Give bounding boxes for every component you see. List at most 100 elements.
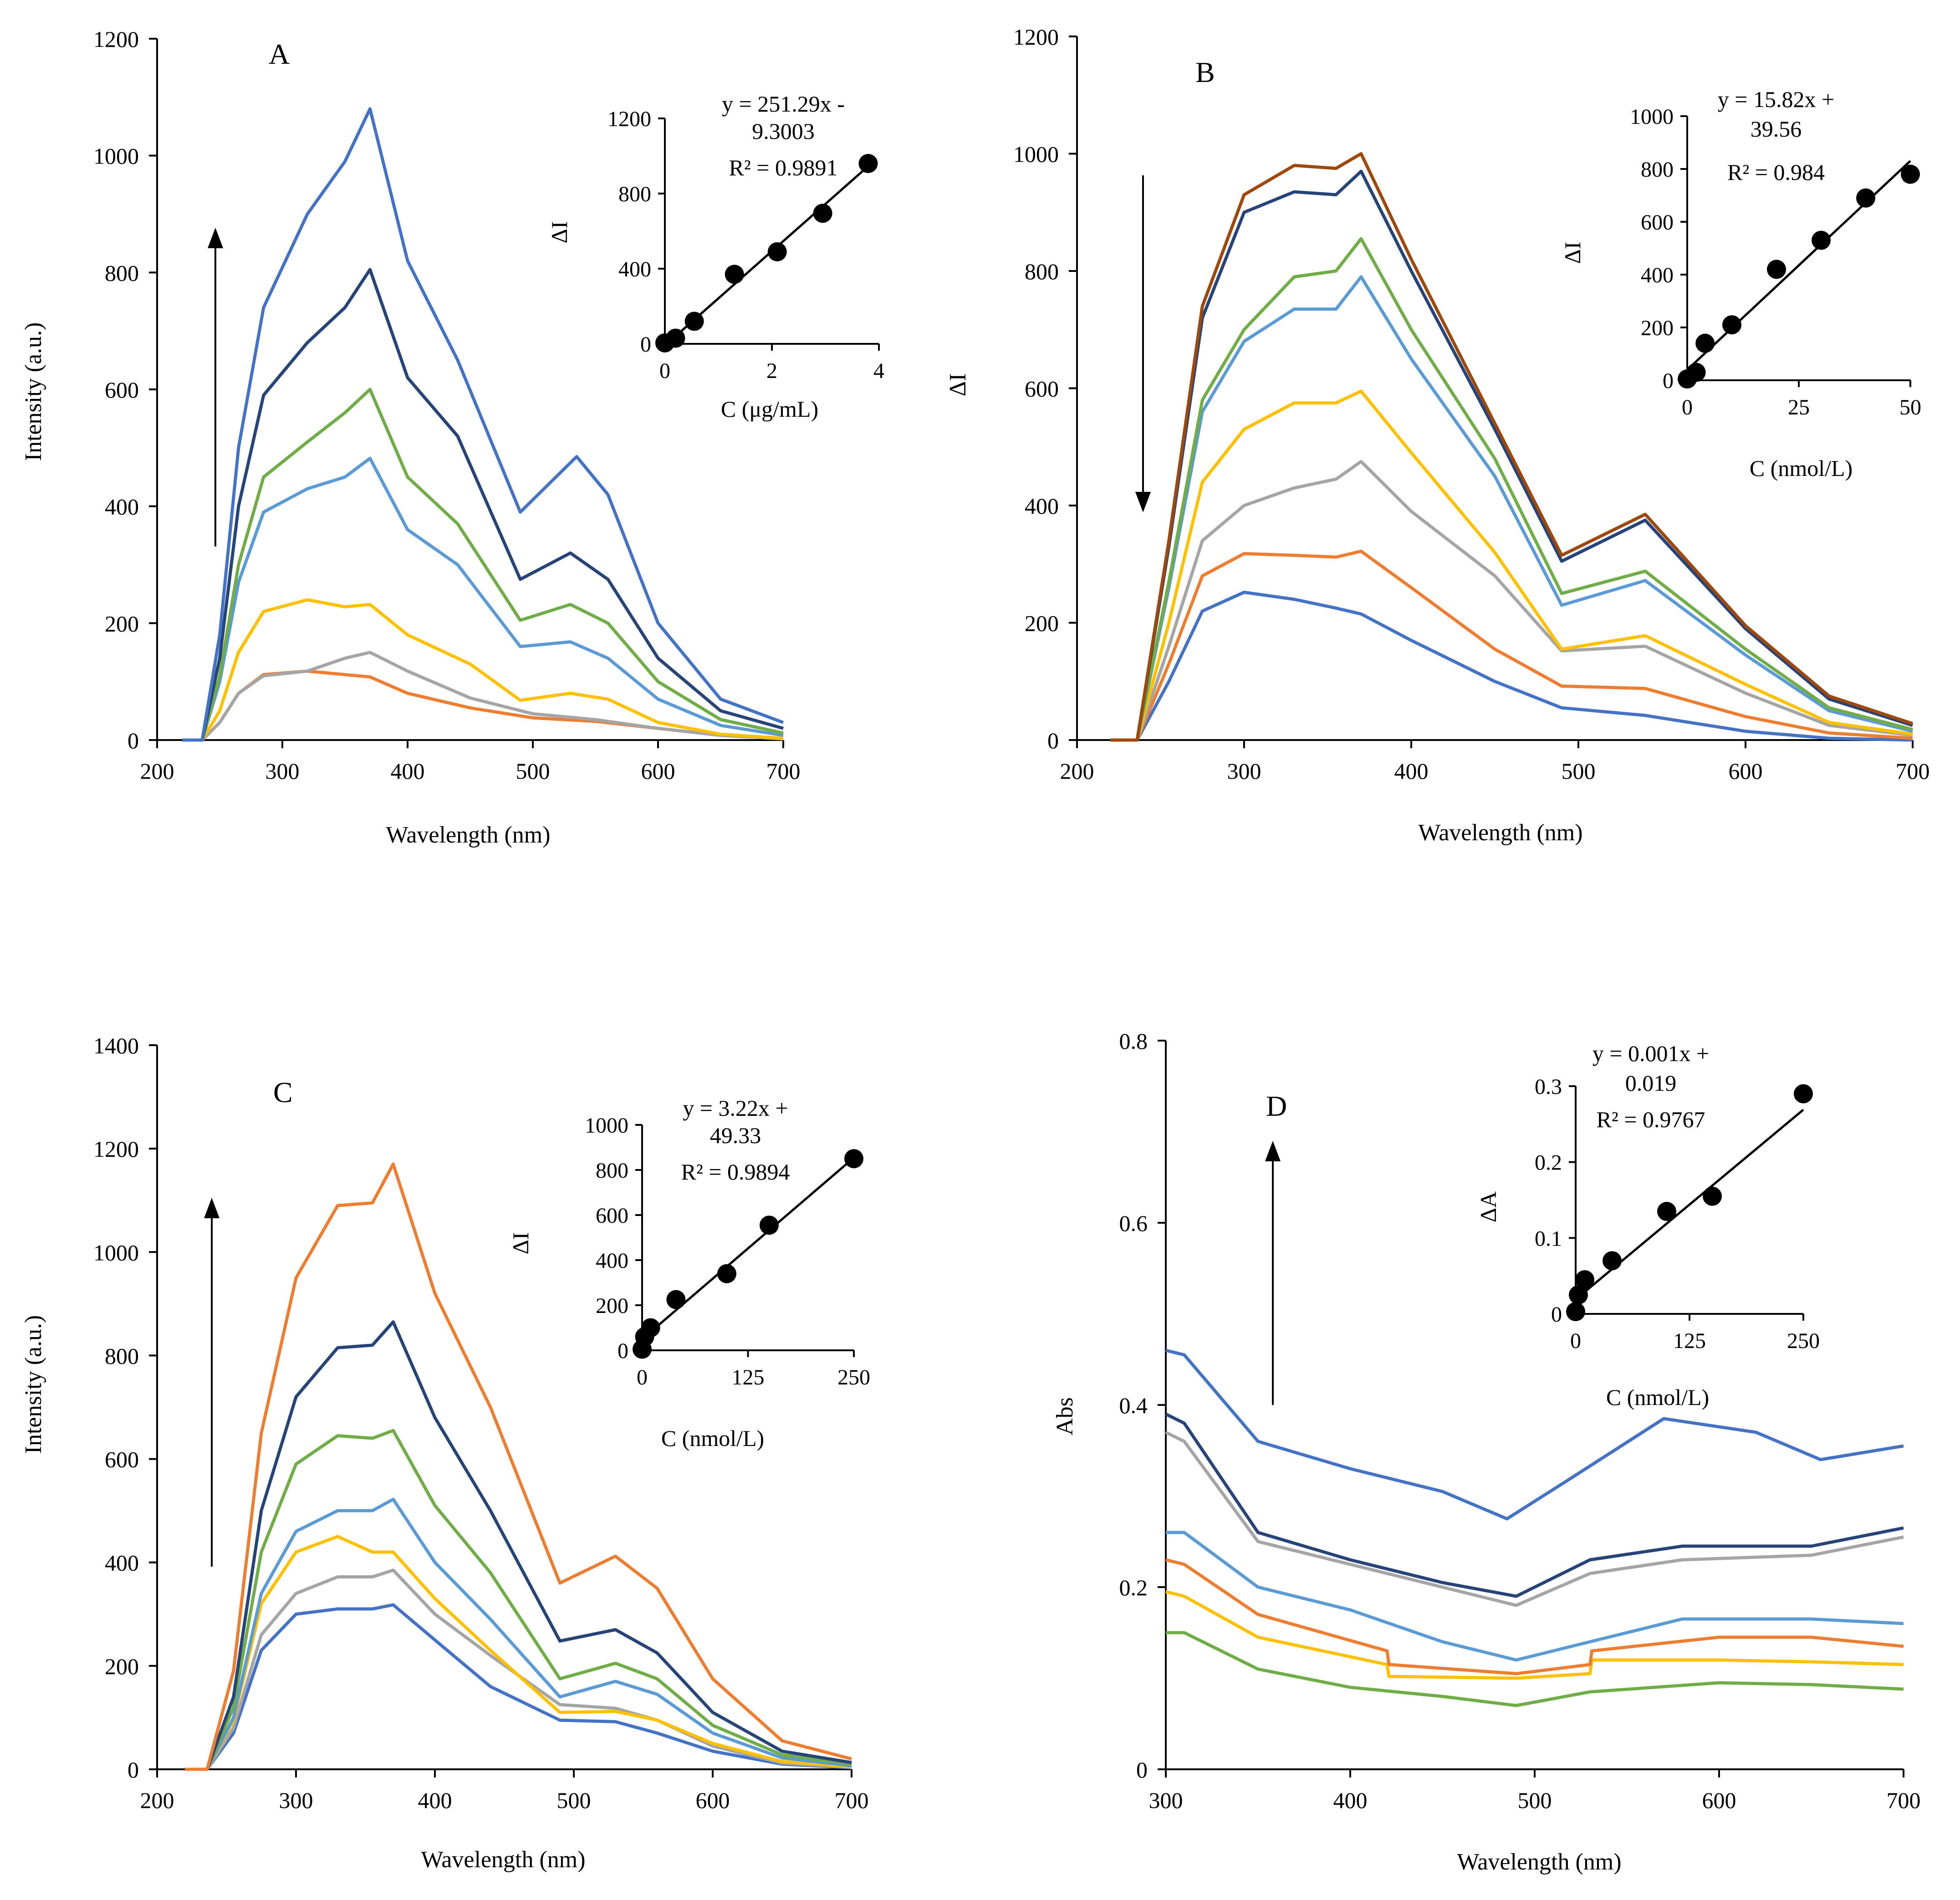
panel-d-series-line xyxy=(1165,1558,1904,1675)
panel-d-xlabel: Wavelength (nm) xyxy=(1457,1849,1621,1875)
panel-a-xtick-label: 500 xyxy=(516,758,550,784)
panel-b-ytick-label: 0 xyxy=(1047,728,1059,753)
panel-c-inset-ytick-label: 400 xyxy=(596,1249,628,1273)
panel-c-inset-ytick-label: 800 xyxy=(596,1159,628,1183)
panel-c-xtick-label: 700 xyxy=(835,1788,869,1813)
panel-c-inset-ytick-label: 1000 xyxy=(585,1113,628,1138)
panel-d-ylabel: Abs xyxy=(1052,1397,1078,1435)
panel-c-xtick-label: 300 xyxy=(279,1788,313,1813)
panel-d-inset-xtick-label: 125 xyxy=(1673,1329,1706,1353)
panel-c-xtick-label: 500 xyxy=(557,1788,591,1813)
panel-a-inset-data-point xyxy=(684,312,704,331)
panel-d-inset-xtick-label: 250 xyxy=(1787,1329,1820,1353)
panel-c-ytick-label: 1400 xyxy=(93,1033,139,1058)
panel-a-xtick-label: 600 xyxy=(641,758,675,784)
panel-d-inset-ytick-label: 0.1 xyxy=(1535,1226,1562,1251)
panel-b-series-line xyxy=(1110,237,1913,742)
panel-a-ytick-label: 400 xyxy=(105,494,139,520)
panel-c-series-line xyxy=(185,1429,852,1771)
panel-a-xlabel: Wavelength (nm) xyxy=(386,822,550,848)
panel-a-label: A xyxy=(269,38,290,70)
panel-b-ytick-label: 200 xyxy=(1025,611,1059,636)
panel-b-xtick-label: 300 xyxy=(1227,758,1261,784)
panel-c-xlabel: Wavelength (nm) xyxy=(421,1847,585,1873)
panel-a-series-line xyxy=(182,651,784,742)
panel-d-label: D xyxy=(1266,1090,1287,1122)
panel-a-ytick-label: 800 xyxy=(105,260,139,286)
panel-b-inset-xtick-label: 50 xyxy=(1899,395,1921,419)
panel-c-series-line xyxy=(185,1497,852,1771)
panel-a-inset-ytick-label: 1200 xyxy=(607,107,651,131)
panel-c-ytick-label: 400 xyxy=(105,1550,139,1576)
panel-d-series-line xyxy=(1166,1631,1904,1707)
panel-d-series-line xyxy=(1165,1348,1904,1521)
panel-c-trend-arrowhead xyxy=(204,1198,219,1218)
panel-d-inset-data-point xyxy=(1703,1186,1722,1206)
panel-a-ytick-label: 200 xyxy=(105,611,139,636)
panel-c-label: C xyxy=(273,1076,293,1108)
panel-a-series-line xyxy=(182,107,784,742)
panel-c-series-line xyxy=(185,1568,852,1771)
panel-b-inset-data-point xyxy=(1722,315,1741,335)
panel-d-inset-data-point xyxy=(1569,1285,1588,1305)
panel-b-ylabel: ΔI xyxy=(945,373,971,397)
panel-c-ytick-label: 600 xyxy=(105,1447,139,1472)
panel-b-inset-data-point xyxy=(1901,164,1920,184)
panel-c-inset-xlabel: C (nmol/L) xyxy=(661,1425,764,1451)
panel-d-inset-fit-line xyxy=(1575,1108,1804,1301)
panel-a-ytick-label: 1200 xyxy=(93,26,139,52)
panel-b-inset-data-point xyxy=(1812,230,1831,250)
panel-b-inset-eq2: 39.56 xyxy=(1751,116,1802,142)
panel-c-series-line xyxy=(185,1162,852,1771)
panel-b-inset-eq1: y = 15.82x + xyxy=(1718,87,1834,112)
panel-b-series-line xyxy=(1110,389,1913,742)
panel-a-inset-eq1: y = 251.29x - xyxy=(722,91,845,117)
panel-c-ytick-label: 0 xyxy=(128,1757,139,1783)
panel-c-ytick-label: 1200 xyxy=(93,1136,139,1162)
panel-b-series-line xyxy=(1110,152,1914,742)
panel-b-trend-arrowhead xyxy=(1135,492,1151,512)
panel-d-series-line xyxy=(1165,1430,1904,1607)
panel-d-inset-data-point xyxy=(1794,1084,1813,1103)
panel-a-series-line xyxy=(182,268,784,742)
panel-d-xtick-label: 700 xyxy=(1887,1788,1921,1813)
panel-c-inset-data-point xyxy=(760,1216,779,1235)
panel-c-inset-xtick-label: 125 xyxy=(732,1365,765,1389)
panel-b-inset-fit-line xyxy=(1686,160,1911,371)
panel-b-inset-ylabel: ΔI xyxy=(1560,242,1585,264)
panel-a-inset-ytick-label: 0 xyxy=(640,332,651,357)
panel-a-inset-eq2: 9.3003 xyxy=(752,118,815,144)
panel-b-inset-ytick-label: 0 xyxy=(1663,369,1674,393)
panel-c-inset-xtick-label: 0 xyxy=(637,1365,648,1389)
panel-b-inset-ytick-label: 400 xyxy=(1641,263,1674,287)
panel-b-ytick-label: 400 xyxy=(1025,493,1059,519)
panel-a-xtick-label: 400 xyxy=(391,758,425,784)
panel-a-xtick-label: 300 xyxy=(265,758,300,784)
panel-b-inset-ytick-label: 200 xyxy=(1641,316,1674,340)
panel-b-inset-ytick-label: 1000 xyxy=(1630,105,1674,129)
panel-d-ytick-label: 0.4 xyxy=(1119,1393,1148,1418)
panel-b-xtick-label: 600 xyxy=(1729,758,1763,784)
panel-b-inset-xtick-label: 25 xyxy=(1788,395,1810,419)
panel-d-inset-ytick-label: 0.3 xyxy=(1535,1075,1562,1099)
panel-b-ytick-label: 1200 xyxy=(1013,24,1059,50)
panel-a-inset-r2: R² = 0.9891 xyxy=(729,155,837,180)
panel-c-inset-eq1: y = 3.22x + xyxy=(683,1095,788,1121)
panel-d-inset-data-point xyxy=(1566,1302,1585,1321)
panel-d-xtick-label: 300 xyxy=(1149,1788,1183,1813)
panel-a-series-line xyxy=(182,598,784,742)
panel-d-ytick-label: 0 xyxy=(1136,1757,1148,1783)
panel-b-inset-data-point xyxy=(1686,363,1706,382)
panel-a-inset-data-point xyxy=(813,204,832,223)
panel-d-inset-xlabel: C (nmol/L) xyxy=(1606,1384,1709,1410)
panel-c-inset-fit-line xyxy=(641,1157,855,1340)
panel-b-xtick-label: 700 xyxy=(1896,758,1930,784)
panel-d-ytick-label: 0.6 xyxy=(1119,1210,1148,1236)
panel-c-inset-ylabel: ΔI xyxy=(508,1232,533,1255)
panel-b-xtick-label: 400 xyxy=(1394,758,1429,784)
